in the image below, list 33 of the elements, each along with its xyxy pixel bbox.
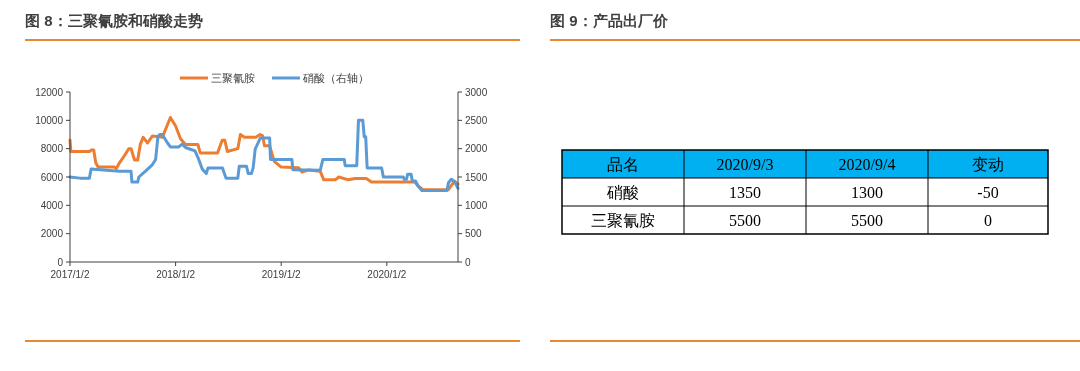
y-tick-label: 10000 <box>35 114 64 126</box>
data-label: 0 <box>984 212 992 229</box>
chart-title: 图 9：产品出厂价 <box>550 12 669 29</box>
data-label: 5500 <box>851 212 883 229</box>
data-label: 1300 <box>851 184 883 201</box>
data-label: 5500 <box>729 212 761 229</box>
x-tick-label: 变动 <box>972 156 1004 173</box>
data-label: 1350 <box>729 184 761 201</box>
y2-tick-label: 1500 <box>465 171 488 183</box>
y-axis-title: 品名 <box>607 156 639 173</box>
y-tick-label: 2000 <box>40 228 64 240</box>
y2-tick-label: 2000 <box>465 143 488 155</box>
data-label: -50 <box>977 184 999 201</box>
x-tick-label: 2020/9/4 <box>838 156 896 173</box>
y2-tick-label: 0 <box>465 256 471 268</box>
y2-tick-label: 500 <box>465 228 483 240</box>
y2-tick-label: 1000 <box>465 199 488 211</box>
y-tick-label: 8000 <box>40 143 64 155</box>
y-tick-label: 12000 <box>35 86 64 98</box>
legend-label: 硝酸（右轴） <box>302 72 369 84</box>
chart-title: 图 8：三聚氰胺和硝酸走势 <box>25 12 203 29</box>
y-tick-label: 硝酸 <box>606 184 639 201</box>
x-tick-label: 2017/1/2 <box>50 269 90 280</box>
y-tick-label: 6000 <box>40 171 64 183</box>
y2-tick-label: 3000 <box>465 86 488 98</box>
legend-label: 三聚氰胺 <box>211 72 255 84</box>
x-tick-label: 2020/1/2 <box>367 269 407 280</box>
y-tick-label: 0 <box>57 256 64 268</box>
x-tick-label: 2019/1/2 <box>261 269 302 280</box>
x-tick-label: 2018/1/2 <box>156 269 196 280</box>
y-tick-label: 4000 <box>40 199 64 211</box>
y2-tick-label: 2500 <box>465 114 488 126</box>
x-tick-label: 2020/9/3 <box>716 156 774 173</box>
